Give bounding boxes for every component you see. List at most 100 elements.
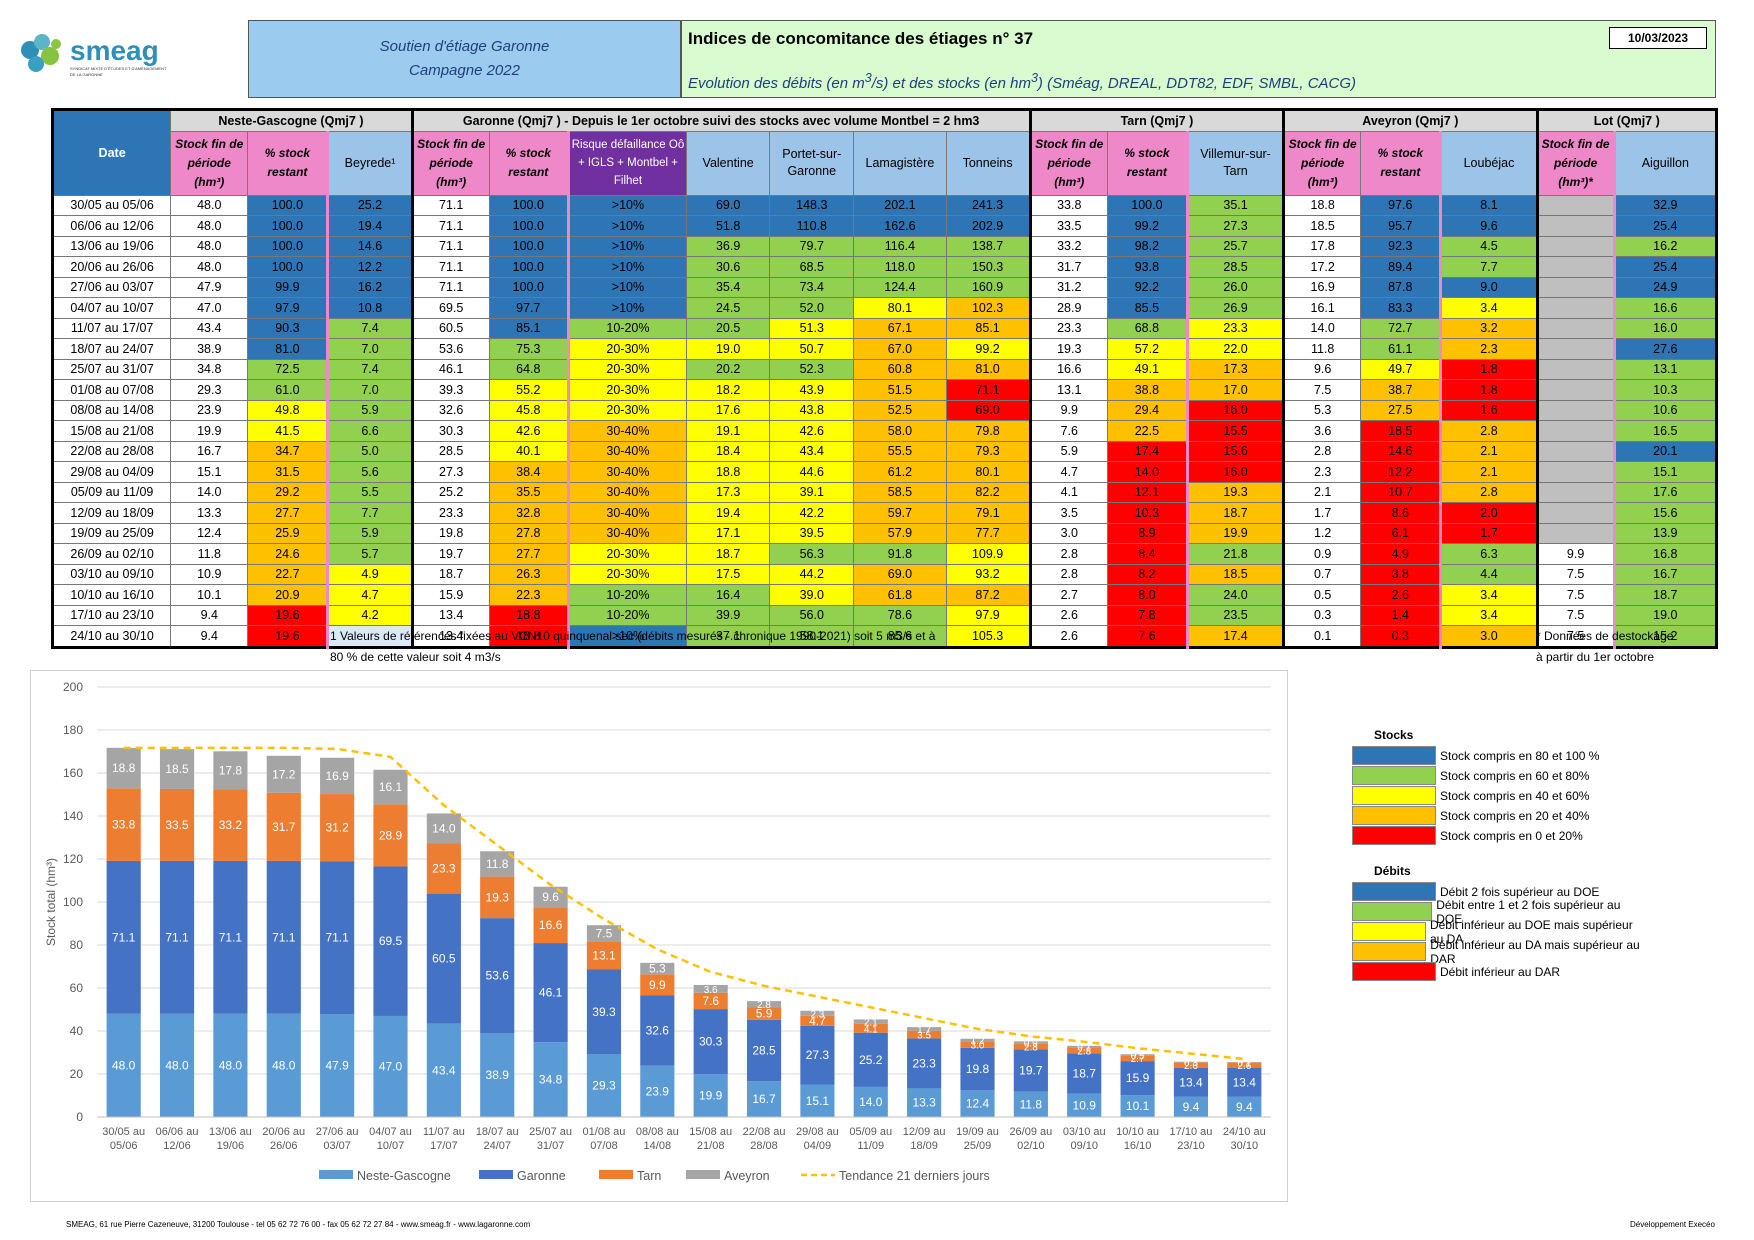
cell-aig: 16.8 [1612, 543, 1718, 565]
cell-date: 01/08 au 07/08 [51, 379, 172, 401]
cell-lo-s [1535, 440, 1615, 462]
bar-segment [640, 1065, 675, 1117]
cell-lam: 202.1 [853, 194, 947, 216]
cell-ga-s: 69.5 [410, 297, 490, 319]
x-tick-label: 15/08 au [689, 1126, 732, 1138]
cell-ton: 160.9 [945, 276, 1031, 298]
y-tick-label: 160 [63, 766, 83, 780]
bar-segment [1120, 1054, 1155, 1056]
x-tick-label: 29/08 au [796, 1126, 839, 1138]
cell-vil: 35.1 [1185, 194, 1285, 216]
bar-segment [586, 969, 622, 1055]
cell-val: 16.4 [686, 584, 771, 606]
bar-segment [746, 1019, 782, 1082]
bar-data-label: 46.1 [539, 986, 563, 1000]
cell-ta-s: 2.8 [1028, 563, 1108, 585]
cell-ng-s: 14.0 [170, 481, 249, 503]
bar-data-label: 7.6 [702, 994, 719, 1008]
bar-segment [106, 860, 141, 1014]
cell-aig: 15.2 [1612, 625, 1718, 648]
stock-chart: 0 20 40 60 80 100 120 140 160 180 200 Stock total (… [44, 680, 1271, 1183]
bar-segment [373, 1015, 408, 1117]
bar-data-label: 29.3 [592, 1079, 616, 1093]
cell-aig: 18.7 [1612, 584, 1718, 606]
cell-av-s: 2.1 [1282, 481, 1362, 503]
bar-segment [960, 1090, 995, 1117]
cell-por: 39.1 [769, 481, 855, 503]
x-tick-label: 30/10 [1231, 1140, 1259, 1152]
cell-ton: 241.3 [945, 194, 1031, 216]
cell-date: 30/05 au 05/06 [51, 194, 172, 216]
x-tick-label: 05/09 au [849, 1126, 892, 1138]
cell-ga-s: 13.4 [410, 604, 490, 626]
bar-data-label: 2.6 [1184, 1061, 1198, 1072]
cell-lo-s: 7.5 [1535, 584, 1615, 606]
header-av-stock: Stock fin de période (hm³) [1282, 130, 1362, 196]
bar-data-label: 19.9 [699, 1089, 723, 1103]
cell-ng-p: 97.9 [247, 297, 329, 319]
bar-segment [1013, 1049, 1048, 1092]
bar-data-label: 17.8 [219, 763, 243, 777]
cell-av-s: 5.3 [1282, 399, 1362, 421]
bar-data-label: 2.8 [1024, 1042, 1038, 1053]
bar-data-label: 19.3 [486, 890, 510, 904]
bar-segment [266, 860, 301, 1014]
bar-segment [853, 1019, 888, 1024]
cell-lam: 85.6 [853, 625, 947, 648]
header-campaign-line2: Campagne 2022 [409, 62, 520, 79]
debits-swatch [1352, 942, 1427, 961]
table-row: 27/06 au 03/07 47.9 99.9 16.2 71.1 100.0 >10% 3… [51, 276, 1718, 298]
stocks-swatch [1352, 806, 1436, 825]
cell-por: 50.7 [769, 338, 855, 360]
bar-data-label: 9.9 [649, 978, 666, 992]
cell-date: 08/08 au 14/08 [51, 399, 172, 421]
group-tarn: Tarn (Qmj7 ) [1028, 109, 1285, 132]
bar-segment [533, 1042, 568, 1117]
cell-aig: 27.6 [1612, 338, 1718, 360]
cell-lam: 118.0 [853, 256, 947, 278]
cell-ta-s: 2.7 [1028, 584, 1108, 606]
cell-ta-p: 8.4 [1106, 543, 1188, 565]
cell-date: 06/06 au 12/06 [51, 215, 172, 237]
cell-val: 69.0 [686, 194, 771, 216]
cell-ng-s: 10.1 [170, 584, 249, 606]
header-lamagistere: Lamagistère [853, 130, 947, 196]
cell-aig: 16.6 [1612, 297, 1718, 319]
cell-ton: 105.3 [945, 625, 1031, 648]
header-title-box: Indices de concomitance des étiages n° 3… [681, 20, 1716, 98]
cell-lam: 124.4 [853, 276, 947, 298]
table-header: Date Neste-Gascogne (Qmj7 ) Garonne (Qmj… [51, 109, 1718, 196]
x-tick-label: 24/07 [483, 1140, 511, 1152]
cell-ga-p: 35.5 [488, 481, 569, 503]
cell-ta-p: 98.2 [1106, 235, 1188, 257]
cell-ng-s: 43.4 [170, 317, 249, 339]
cell-risk: 30-40% [566, 502, 688, 524]
cell-aig: 10.3 [1612, 379, 1718, 401]
bar-data-label: 48.0 [219, 1058, 243, 1072]
cell-bey: 12.2 [326, 256, 413, 278]
cell-av-s: 7.5 [1282, 379, 1362, 401]
cell-val: 19.0 [686, 338, 771, 360]
bar-segment [800, 1084, 835, 1117]
cell-por: 52.0 [769, 297, 855, 319]
group-lot: Lot (Qmj7 ) [1535, 109, 1718, 132]
y-tick-label: 60 [70, 981, 84, 995]
cell-ga-s: 60.5 [410, 317, 490, 339]
cell-ng-p: 100.0 [247, 235, 329, 257]
bar-segment [373, 769, 408, 805]
bar-segment [1173, 1067, 1209, 1097]
bar-data-label: 0.7 [1077, 1043, 1091, 1054]
cell-bey: 7.7 [326, 502, 413, 524]
bar-data-label: 0.3 [1184, 1058, 1198, 1069]
cell-lam: 55.5 [853, 440, 947, 462]
cell-risk: >10% [566, 194, 688, 216]
cell-av-s: 0.1 [1282, 625, 1362, 648]
cell-lou: 1.7 [1439, 522, 1538, 544]
cell-av-p: 92.3 [1360, 235, 1442, 257]
bar-data-label: 0.1 [1237, 1058, 1251, 1069]
cell-ton: 109.9 [945, 543, 1031, 565]
chart-legend-swatch [319, 1170, 353, 1179]
debits-swatch [1352, 882, 1436, 901]
cell-ta-s: 4.1 [1028, 481, 1108, 503]
cell-lo-s [1535, 502, 1615, 524]
